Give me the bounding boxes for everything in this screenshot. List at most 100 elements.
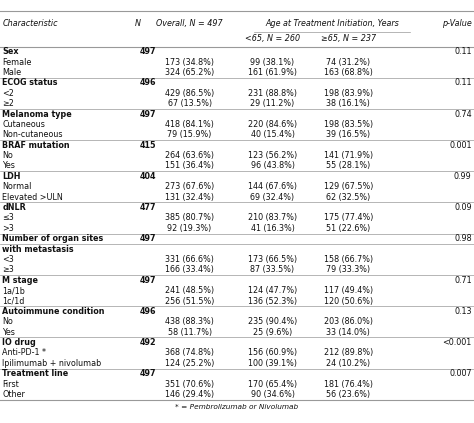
Text: Characteristic: Characteristic	[2, 19, 58, 27]
Text: 163 (68.8%): 163 (68.8%)	[324, 68, 373, 77]
Text: 0.001: 0.001	[449, 141, 472, 150]
Text: 273 (67.6%): 273 (67.6%)	[165, 182, 214, 191]
Text: 156 (60.9%): 156 (60.9%)	[248, 349, 297, 357]
Text: 74 (31.2%): 74 (31.2%)	[326, 58, 371, 66]
Text: ≥65, N = 237: ≥65, N = 237	[321, 34, 376, 43]
Text: M stage: M stage	[2, 276, 38, 285]
Text: Normal: Normal	[2, 182, 32, 191]
Text: 175 (77.4%): 175 (77.4%)	[324, 214, 373, 222]
Text: 120 (50.6%): 120 (50.6%)	[324, 297, 373, 305]
Text: 33 (14.0%): 33 (14.0%)	[327, 328, 370, 337]
Text: 0.71: 0.71	[454, 276, 472, 285]
Text: Non-cutaneous: Non-cutaneous	[2, 130, 63, 139]
Text: 124 (47.7%): 124 (47.7%)	[248, 286, 297, 295]
Text: 212 (89.8%): 212 (89.8%)	[324, 349, 373, 357]
Text: 492: 492	[140, 338, 156, 347]
Text: 235 (90.4%): 235 (90.4%)	[248, 317, 297, 326]
Text: Male: Male	[2, 68, 21, 77]
Text: 69 (32.4%): 69 (32.4%)	[250, 192, 295, 202]
Text: 1a/1b: 1a/1b	[2, 286, 25, 295]
Text: 220 (84.6%): 220 (84.6%)	[248, 120, 297, 129]
Text: 56 (23.6%): 56 (23.6%)	[326, 390, 371, 399]
Text: 438 (88.3%): 438 (88.3%)	[165, 317, 214, 326]
Text: 351 (70.6%): 351 (70.6%)	[165, 380, 214, 389]
Text: 79 (33.3%): 79 (33.3%)	[326, 265, 371, 275]
Text: 331 (66.6%): 331 (66.6%)	[165, 255, 214, 264]
Text: Other: Other	[2, 390, 25, 399]
Text: 0.09: 0.09	[454, 203, 472, 212]
Text: 129 (67.5%): 129 (67.5%)	[324, 182, 373, 191]
Text: Overall, N = 497: Overall, N = 497	[156, 19, 223, 27]
Text: 166 (33.4%): 166 (33.4%)	[165, 265, 214, 275]
Text: 51 (22.6%): 51 (22.6%)	[326, 224, 371, 233]
Text: First: First	[2, 380, 19, 389]
Text: 136 (52.3%): 136 (52.3%)	[248, 297, 297, 305]
Text: 38 (16.1%): 38 (16.1%)	[327, 99, 370, 108]
Text: 96 (43.8%): 96 (43.8%)	[251, 162, 294, 170]
Text: 324 (65.2%): 324 (65.2%)	[165, 68, 214, 77]
Text: 100 (39.1%): 100 (39.1%)	[248, 359, 297, 368]
Text: 404: 404	[140, 172, 156, 181]
Text: 123 (56.2%): 123 (56.2%)	[248, 151, 297, 160]
Text: 385 (80.7%): 385 (80.7%)	[165, 214, 214, 222]
Text: 173 (34.8%): 173 (34.8%)	[165, 58, 214, 66]
Text: 0.98: 0.98	[454, 234, 472, 243]
Text: Age at Treatment Initiation, Years: Age at Treatment Initiation, Years	[265, 19, 399, 27]
Text: 198 (83.5%): 198 (83.5%)	[324, 120, 373, 129]
Text: 497: 497	[140, 47, 156, 56]
Text: No: No	[2, 317, 13, 326]
Text: 496: 496	[140, 78, 156, 88]
Text: 141 (71.9%): 141 (71.9%)	[324, 151, 373, 160]
Text: 497: 497	[140, 276, 156, 285]
Text: 497: 497	[140, 369, 156, 378]
Text: 55 (28.1%): 55 (28.1%)	[326, 162, 371, 170]
Text: Elevated >ULN: Elevated >ULN	[2, 192, 63, 202]
Text: >3: >3	[2, 224, 14, 233]
Text: 497: 497	[140, 234, 156, 243]
Text: 477: 477	[140, 203, 156, 212]
Text: 79 (15.9%): 79 (15.9%)	[167, 130, 212, 139]
Text: 1c/1d: 1c/1d	[2, 297, 25, 305]
Text: 67 (13.5%): 67 (13.5%)	[167, 99, 212, 108]
Text: 24 (10.2%): 24 (10.2%)	[326, 359, 371, 368]
Text: 429 (86.5%): 429 (86.5%)	[165, 89, 214, 98]
Text: Number of organ sites: Number of organ sites	[2, 234, 104, 243]
Text: 231 (88.8%): 231 (88.8%)	[248, 89, 297, 98]
Text: <3: <3	[2, 255, 14, 264]
Text: with metastasis: with metastasis	[2, 244, 74, 254]
Text: 415: 415	[140, 141, 156, 150]
Text: ≥3: ≥3	[2, 265, 14, 275]
Text: Ipilimumab + nivolumab: Ipilimumab + nivolumab	[2, 359, 101, 368]
Text: Autoimmune condition: Autoimmune condition	[2, 307, 105, 316]
Text: * = Pembrolizumab or Nivolumab: * = Pembrolizumab or Nivolumab	[175, 404, 299, 410]
Text: 151 (36.4%): 151 (36.4%)	[165, 162, 214, 170]
Text: p-Value: p-Value	[442, 19, 472, 27]
Text: IO drug: IO drug	[2, 338, 36, 347]
Text: 256 (51.5%): 256 (51.5%)	[165, 297, 214, 305]
Text: No: No	[2, 151, 13, 160]
Text: 29 (11.2%): 29 (11.2%)	[250, 99, 295, 108]
Text: 90 (34.6%): 90 (34.6%)	[251, 390, 294, 399]
Text: 418 (84.1%): 418 (84.1%)	[165, 120, 214, 129]
Text: 39 (16.5%): 39 (16.5%)	[326, 130, 371, 139]
Text: 25 (9.6%): 25 (9.6%)	[253, 328, 292, 337]
Text: 158 (66.7%): 158 (66.7%)	[324, 255, 373, 264]
Text: LDH: LDH	[2, 172, 21, 181]
Text: 62 (32.5%): 62 (32.5%)	[326, 192, 371, 202]
Text: 203 (86.0%): 203 (86.0%)	[324, 317, 373, 326]
Text: 124 (25.2%): 124 (25.2%)	[165, 359, 214, 368]
Text: 198 (83.9%): 198 (83.9%)	[324, 89, 373, 98]
Text: 131 (32.4%): 131 (32.4%)	[165, 192, 214, 202]
Text: 58 (11.7%): 58 (11.7%)	[167, 328, 212, 337]
Text: ≥2: ≥2	[2, 99, 14, 108]
Text: 41 (16.3%): 41 (16.3%)	[251, 224, 294, 233]
Text: Female: Female	[2, 58, 32, 66]
Text: Melanoma type: Melanoma type	[2, 110, 72, 118]
Text: <65, N = 260: <65, N = 260	[245, 34, 300, 43]
Text: 40 (15.4%): 40 (15.4%)	[251, 130, 294, 139]
Text: 0.11: 0.11	[454, 78, 472, 88]
Text: Anti-PD-1 *: Anti-PD-1 *	[2, 349, 46, 357]
Text: 170 (65.4%): 170 (65.4%)	[248, 380, 297, 389]
Text: 368 (74.8%): 368 (74.8%)	[165, 349, 214, 357]
Text: 210 (83.7%): 210 (83.7%)	[248, 214, 297, 222]
